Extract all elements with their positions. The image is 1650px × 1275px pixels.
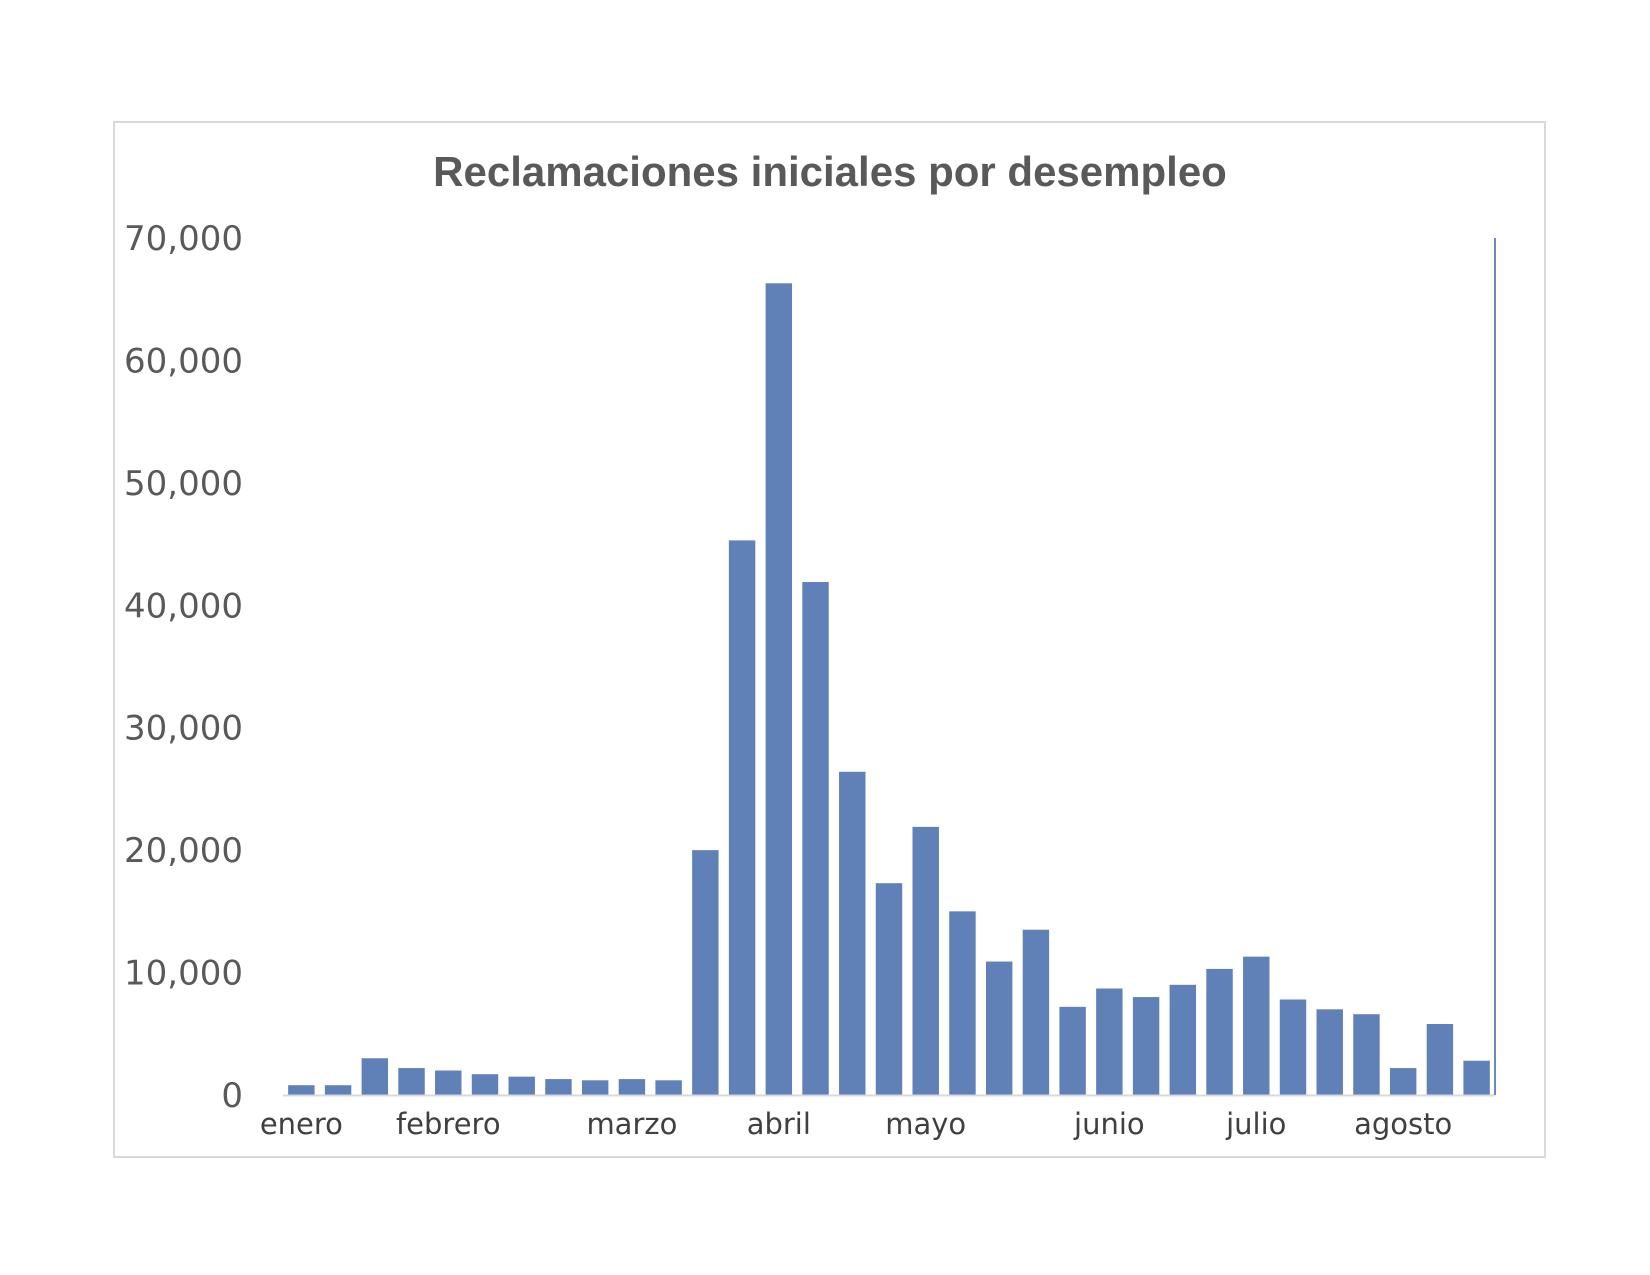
bar [1096, 988, 1123, 1095]
bar [692, 850, 719, 1095]
bar [398, 1068, 425, 1095]
bar [949, 911, 976, 1095]
bar [324, 1085, 352, 1095]
bar [1389, 1068, 1417, 1095]
chart-frame [113, 121, 1546, 1158]
bar [435, 1070, 462, 1095]
bar [1316, 1009, 1343, 1095]
bar [1243, 956, 1270, 1095]
bar [912, 826, 939, 1095]
bar [618, 1079, 646, 1095]
bar [471, 1074, 499, 1095]
y-tick-label: 10,000 [124, 954, 243, 994]
bar [985, 961, 1013, 1095]
bar [1169, 984, 1197, 1095]
x-tick-label: abril [747, 1107, 811, 1141]
bar [288, 1085, 315, 1095]
x-tick-label: enero [260, 1107, 343, 1141]
bar [875, 883, 903, 1095]
x-tick-label: marzo [586, 1107, 677, 1141]
bar [765, 283, 793, 1095]
bar [655, 1080, 682, 1095]
x-tick-label: agosto [1354, 1107, 1452, 1141]
y-tick-label: 30,000 [124, 709, 243, 749]
chart-title: Reclamaciones iniciales por desempleo [433, 148, 1227, 195]
bar [581, 1080, 609, 1095]
bar [1463, 1060, 1490, 1095]
y-tick-label: 50,000 [124, 464, 243, 504]
bar [1059, 1006, 1086, 1095]
x-tick-label: mayo [885, 1107, 966, 1141]
y-axis-ticks: 0 10,000 20,000 30,000 40,000 50,000 60,000 70,… [124, 219, 243, 1116]
bars [288, 283, 1490, 1095]
bar [1206, 968, 1233, 1095]
bar [802, 582, 829, 1095]
bar [1132, 997, 1160, 1095]
bar [839, 771, 866, 1095]
y-tick-label: 20,000 [124, 831, 243, 871]
y-tick-label: 40,000 [124, 586, 243, 626]
bar [361, 1058, 389, 1095]
bar [1279, 999, 1307, 1095]
bar [728, 540, 756, 1095]
bar [508, 1076, 535, 1095]
y-tick-label: 0 [221, 1076, 243, 1116]
x-tick-label: junio [1073, 1107, 1145, 1141]
y-tick-label: 70,000 [124, 219, 243, 259]
bar [1022, 929, 1050, 1095]
bar [1353, 1014, 1380, 1095]
bar [1426, 1023, 1454, 1095]
x-tick-label: febrero [396, 1107, 501, 1141]
x-axis-labels: enero febrero marzo abril mayo junio julio agos… [260, 1107, 1452, 1141]
bar [545, 1079, 572, 1095]
x-tick-label: julio [1225, 1107, 1286, 1141]
y-tick-label: 60,000 [124, 341, 243, 381]
